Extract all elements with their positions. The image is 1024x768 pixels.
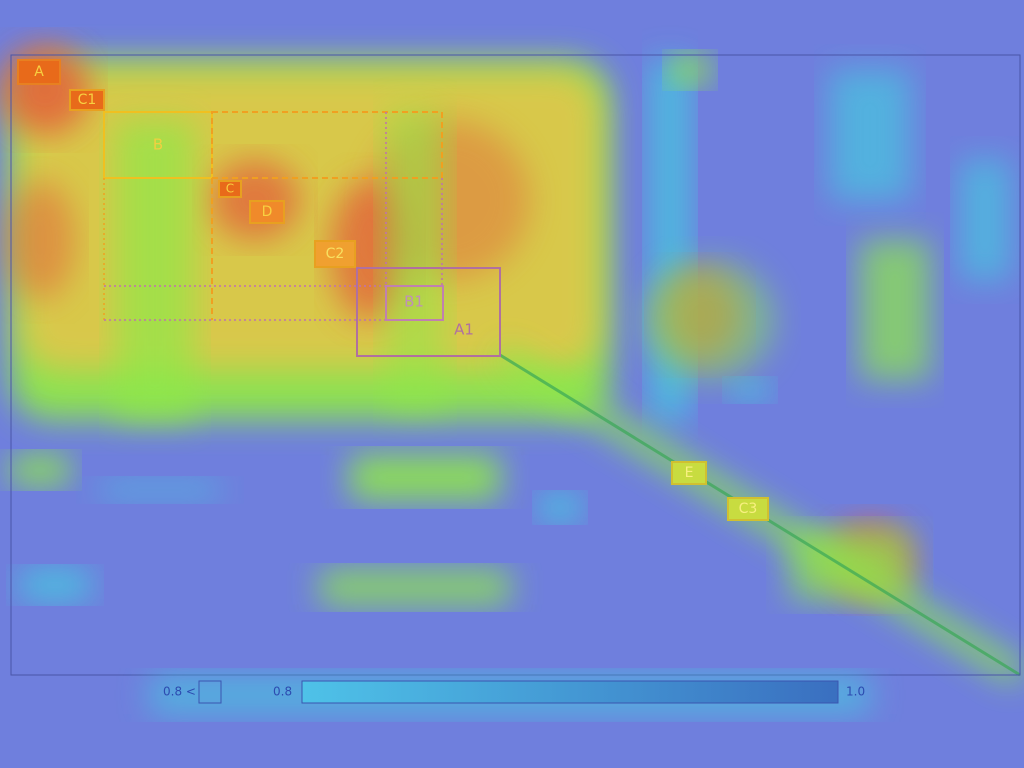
legend-colorbar (301, 680, 839, 704)
heat-top-right (670, 55, 710, 85)
region-label-d-text: D (262, 204, 273, 220)
legend-max-label: 1.0 (846, 685, 865, 699)
region-label-b-text: B (153, 136, 163, 154)
region-label-c2-text: C2 (326, 246, 345, 262)
region-label-c-text: C (226, 182, 234, 196)
region-label-c1-text: C1 (78, 92, 97, 108)
heat-gap-b (115, 120, 195, 420)
heat-small-right (730, 380, 770, 400)
legend: 0.8 < 0.8 1.0 (150, 676, 870, 714)
region-label-b1-text: B1 (404, 293, 424, 311)
region-box-c-dashed (211, 111, 443, 179)
heat-band-2 (350, 455, 500, 500)
region-box-a1 (356, 267, 501, 357)
region-label-d: D (249, 200, 285, 224)
region-box-b1 (385, 285, 444, 321)
heat-band-3 (20, 570, 90, 600)
heat-band-5 (540, 495, 580, 520)
region-label-e: E (671, 461, 707, 485)
heat-band-4 (320, 570, 510, 605)
region-label-c3: C3 (727, 497, 769, 521)
region-label-c: C (218, 180, 242, 198)
legend-below-label: 0.8 < (163, 685, 196, 699)
region-label-c3-text: C3 (739, 501, 758, 517)
legend-min-label: 0.8 (273, 685, 292, 699)
heat-gap-b1 (385, 110, 445, 410)
heat-spot-right-halo (645, 260, 775, 380)
region-label-e-text: E (685, 465, 694, 481)
region-boxes (103, 111, 501, 357)
region-labels: A C1 B C D C2 B1 A1 E C3 (17, 59, 769, 521)
heat-col-4 (960, 160, 1010, 280)
region-label-c1: C1 (69, 89, 105, 111)
region-label-c2: C2 (314, 240, 356, 268)
heat-col-3 (860, 240, 930, 380)
region-label-a1-text: A1 (454, 321, 474, 339)
heat-band-1 (10, 455, 70, 485)
heat-spot-left (5, 180, 75, 300)
legend-below-swatch (198, 680, 222, 704)
region-box-b (103, 111, 213, 179)
heat-col-2 (830, 70, 910, 200)
region-label-a: A (17, 59, 61, 85)
heat-band-6 (100, 480, 220, 500)
matrix-frame (10, 54, 1021, 676)
region-label-a-text: A (34, 64, 44, 80)
